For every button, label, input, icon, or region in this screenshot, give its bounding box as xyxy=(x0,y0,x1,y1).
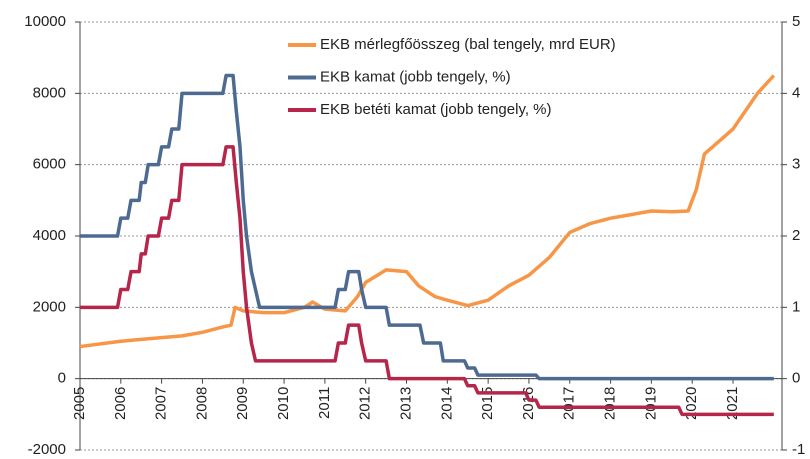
x-tick-label: 2021 xyxy=(724,387,741,420)
x-tick-label: 2020 xyxy=(683,387,700,420)
series-line xyxy=(80,145,774,417)
y2-tick-label: 0 xyxy=(792,370,800,387)
y2-tick-label: 5 xyxy=(792,13,800,30)
y-tick-label: 2000 xyxy=(33,298,66,315)
x-tick-label: 2011 xyxy=(316,387,333,419)
x-tick-label: 2010 xyxy=(275,387,292,420)
series-line xyxy=(80,73,774,381)
y-tick-label: 10000 xyxy=(24,13,66,30)
y-tick-label: 8000 xyxy=(33,84,66,101)
x-tick-label: 2013 xyxy=(397,387,414,420)
y2-tick-label: 2 xyxy=(792,227,800,244)
y-tick-label: 0 xyxy=(58,370,66,387)
x-tick-label: 2009 xyxy=(234,387,251,420)
x-tick-label: 2015 xyxy=(479,387,496,420)
x-tick-label: 2012 xyxy=(357,387,374,420)
y2-tick-label: -1 xyxy=(792,441,805,458)
x-tick-label: 2014 xyxy=(438,387,455,420)
x-tick-label: 2006 xyxy=(112,387,129,420)
x-tick-label: 2017 xyxy=(561,387,578,420)
y2-tick-label: 4 xyxy=(792,84,800,101)
x-tick-label: 2008 xyxy=(193,387,210,420)
y2-tick-label: 1 xyxy=(792,298,800,315)
x-tick-label: 2007 xyxy=(153,387,170,420)
y-tick-label: 4000 xyxy=(33,227,66,244)
x-tick-label: 2005 xyxy=(71,387,88,420)
x-tick-label: 2019 xyxy=(642,387,659,420)
y2-tick-label: 3 xyxy=(792,156,800,173)
series-line xyxy=(79,74,776,349)
legend-label: EKB betéti kamat (jobb tengely, %) xyxy=(320,101,552,118)
x-tick-label: 2016 xyxy=(520,387,537,420)
y-tick-label: -2000 xyxy=(28,441,66,458)
x-tick-label: 2018 xyxy=(602,387,619,420)
legend-label: EKB mérlegfőösszeg (bal tengely, mrd EUR… xyxy=(320,36,616,53)
legend-label: EKB kamat (jobb tengely, %) xyxy=(320,68,511,85)
y-tick-label: 6000 xyxy=(33,156,66,173)
